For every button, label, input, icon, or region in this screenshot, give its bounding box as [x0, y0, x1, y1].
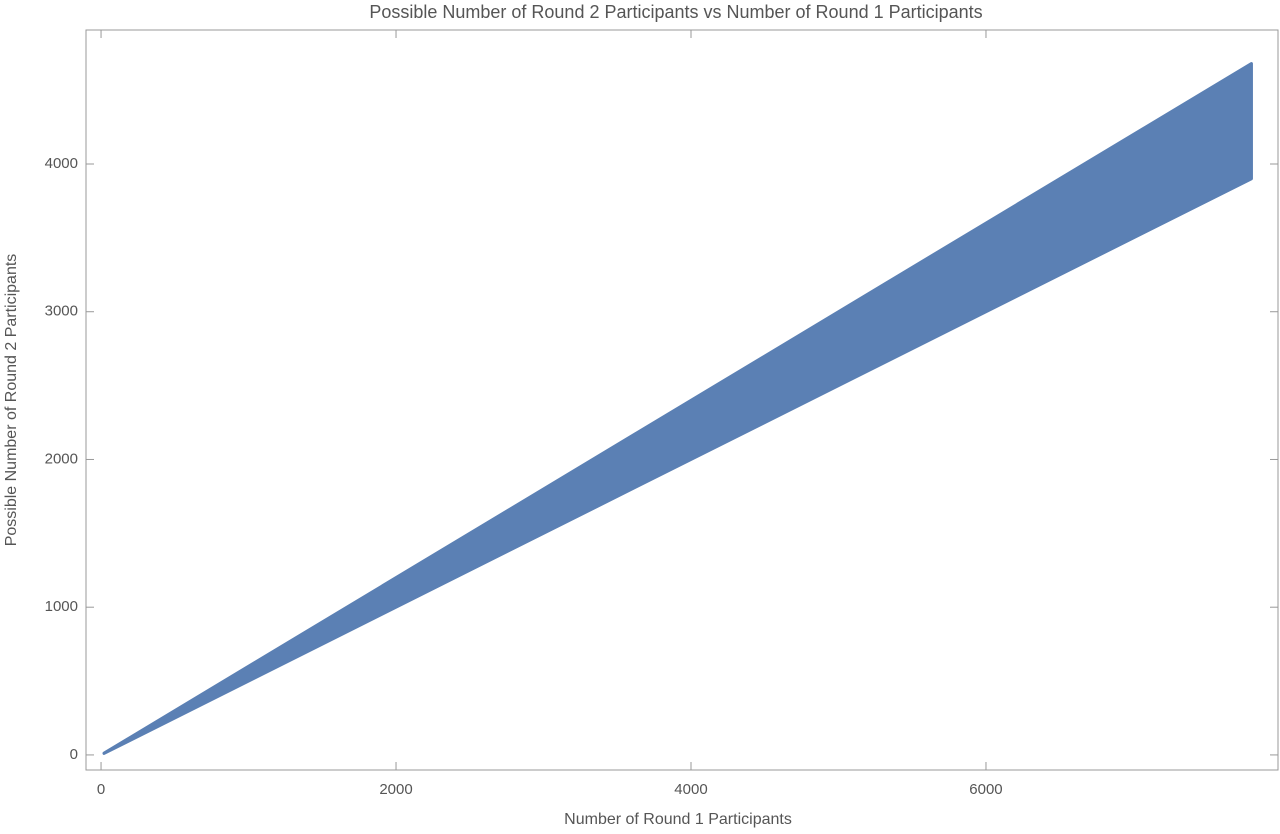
x-axis-label: Number of Round 1 Participants	[564, 811, 792, 828]
chart-title: Possible Number of Round 2 Participants …	[369, 2, 982, 22]
x-tick-label: 2000	[379, 781, 412, 798]
y-tick-label: 0	[70, 746, 78, 763]
y-axis-label: Possible Number of Round 2 Participants	[3, 254, 20, 547]
x-tick-label: 6000	[969, 781, 1002, 798]
y-tick-label: 3000	[45, 303, 78, 320]
x-tick-label: 4000	[674, 781, 707, 798]
frame	[85, 29, 1279, 771]
y-tick-label: 1000	[45, 598, 78, 615]
band-area	[102, 62, 1253, 755]
y-tick-label: 2000	[45, 450, 78, 467]
y-tick-label: 4000	[45, 155, 78, 172]
x-tick-label: 0	[97, 781, 105, 798]
